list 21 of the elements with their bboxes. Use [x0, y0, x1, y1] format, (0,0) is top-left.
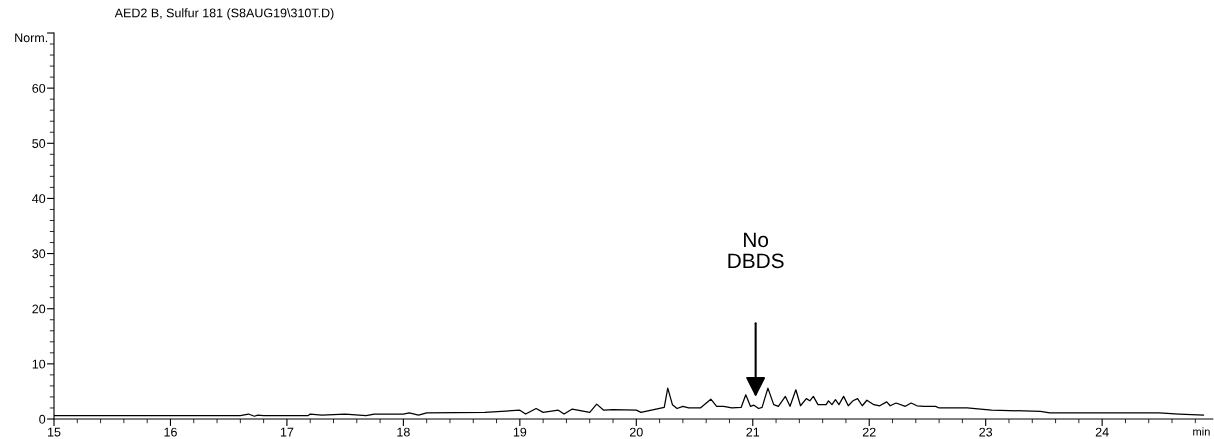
x-tick-label: 21 [746, 427, 760, 437]
x-tick-label: 19 [513, 427, 527, 437]
x-tick-label: 22 [862, 427, 876, 437]
x-tick-label: 16 [164, 427, 177, 437]
y-tick-label: 60 [32, 83, 46, 93]
x-tick-label: 15 [48, 427, 61, 437]
y-tick-label: 50 [32, 139, 46, 148]
chart-title: AED2 B, Sulfur 181 (S8AUG19\310T.D) [114, 8, 334, 20]
annotation: No DBDS [728, 232, 784, 269]
x-tick-label: 24 [1095, 427, 1109, 437]
x-tick-label: 17 [280, 427, 294, 437]
y-tick-label: 10 [32, 359, 46, 369]
x-tick-label: 23 [979, 427, 993, 437]
x-tick-label: 18 [397, 427, 410, 437]
y-axis-title: Norm. [15, 33, 48, 43]
x-tick-label: 20 [629, 427, 643, 437]
y-tick-label: 20 [32, 304, 46, 314]
y-tick-label: 40 [32, 194, 46, 204]
x-axis-title: min [1193, 427, 1210, 436]
y-tick-label: 0 [39, 414, 46, 424]
y-tick-label: 30 [32, 249, 46, 259]
